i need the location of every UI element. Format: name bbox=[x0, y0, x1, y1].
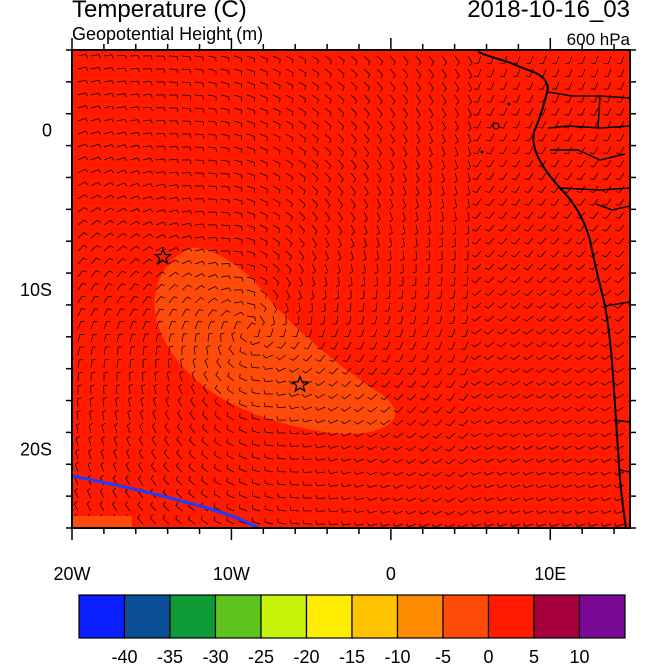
x-tick-label: 20W bbox=[53, 564, 90, 584]
map-subtitle: Geopotential Height (m) bbox=[72, 24, 264, 44]
colorbar-swatch bbox=[260, 594, 308, 639]
y-tick-label: 10S bbox=[20, 280, 52, 300]
geopotential-height-contour bbox=[72, 474, 262, 528]
map-title: Temperature (C) bbox=[72, 0, 247, 23]
colorbar-label: -40 bbox=[111, 647, 137, 667]
colorbar-label: 0 bbox=[483, 647, 493, 667]
colorbar-swatch bbox=[351, 594, 399, 639]
warm-anomaly-region bbox=[154, 247, 396, 434]
colorbar-swatch bbox=[396, 594, 444, 639]
colorbar-swatch bbox=[487, 594, 535, 639]
marker-star bbox=[290, 374, 310, 393]
map-frame bbox=[71, 49, 631, 529]
colorbar-label: -15 bbox=[339, 647, 365, 667]
colorbar-label: -10 bbox=[384, 647, 410, 667]
colorbar-swatch bbox=[442, 594, 490, 639]
colorbar-swatch bbox=[578, 594, 626, 639]
warm-area-bottom-left bbox=[72, 516, 132, 528]
island bbox=[492, 122, 500, 130]
colorbar-swatch bbox=[123, 594, 171, 639]
colorbar-label: -35 bbox=[157, 647, 183, 667]
wind-barbs bbox=[73, 53, 625, 528]
country-borders bbox=[547, 91, 630, 473]
temperature-field bbox=[72, 50, 630, 528]
colorbar-label: -30 bbox=[202, 647, 228, 667]
wind-barb-field bbox=[73, 53, 625, 528]
colorbar-label: 10 bbox=[569, 647, 589, 667]
colorbar-label: -5 bbox=[435, 647, 451, 667]
colorbar-label: -20 bbox=[293, 647, 319, 667]
colorbar: -40 -35 -30 -25 -20 -15 -10 -5 0 5 10 bbox=[78, 594, 626, 667]
x-tick-label: 0 bbox=[386, 564, 396, 584]
marker-star bbox=[153, 247, 173, 266]
y-tick-label: 0 bbox=[42, 121, 52, 141]
colorbar-swatch bbox=[533, 594, 581, 639]
colorbar-swatch bbox=[305, 594, 353, 639]
colorbar-swatch bbox=[78, 594, 126, 639]
axis-ticks bbox=[66, 38, 636, 540]
colorbar-swatch bbox=[169, 594, 217, 639]
colorbar-label: 5 bbox=[529, 647, 539, 667]
coastline bbox=[477, 51, 627, 528]
x-tick-label: 10E bbox=[534, 564, 566, 584]
valid-datetime: 2018-10-16_03 bbox=[467, 0, 630, 23]
island bbox=[480, 150, 484, 154]
colorbar-label: -25 bbox=[248, 647, 274, 667]
x-tick-label: 10W bbox=[213, 564, 250, 584]
island bbox=[507, 102, 511, 106]
y-tick-label: 20S bbox=[20, 439, 52, 459]
colorbar-swatch bbox=[214, 594, 262, 639]
